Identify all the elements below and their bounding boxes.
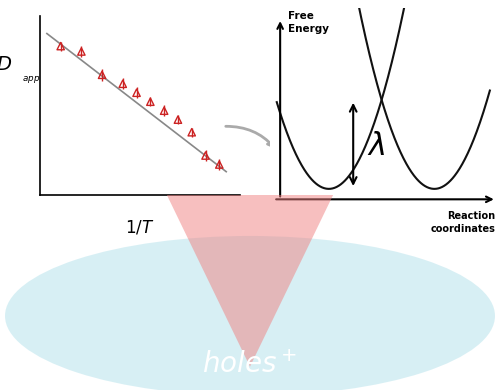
Polygon shape <box>165 191 335 367</box>
Point <box>119 81 127 87</box>
Point <box>174 117 182 123</box>
Text: $\mathit{holes}^+$: $\mathit{holes}^+$ <box>202 351 298 379</box>
Point <box>132 90 140 96</box>
Text: Free
Energy: Free Energy <box>288 11 330 34</box>
Ellipse shape <box>5 236 495 390</box>
Text: $\lambda$: $\lambda$ <box>366 132 385 161</box>
Point <box>78 48 86 55</box>
Text: Reaction
coordinates: Reaction coordinates <box>430 211 496 234</box>
Point <box>160 108 168 114</box>
Text: $1/T$: $1/T$ <box>126 218 154 236</box>
Point <box>146 99 154 105</box>
Point <box>188 129 196 135</box>
Point <box>216 161 224 168</box>
Point <box>56 43 64 49</box>
Point <box>98 72 106 78</box>
Text: $_{app}$: $_{app}$ <box>22 73 40 86</box>
Text: $D$: $D$ <box>0 55 12 74</box>
Point <box>202 152 209 159</box>
